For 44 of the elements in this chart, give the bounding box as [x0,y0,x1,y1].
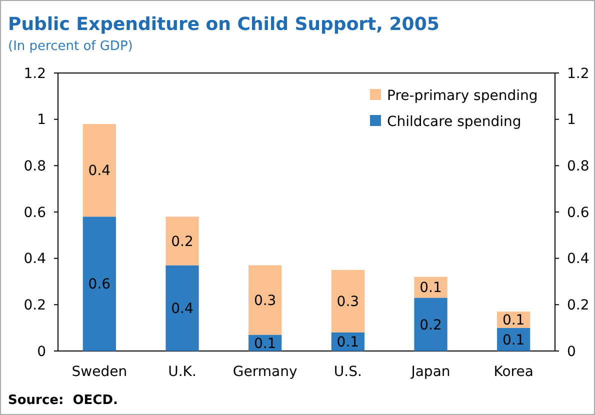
data-label: 0.1 [420,280,442,296]
chart-title: Public Expenditure on Child Support, 2005 [8,14,440,35]
bar [82,124,116,217]
y2-tick-label: 0.4 [567,251,590,268]
data-label: 0.3 [336,294,360,310]
y2-tick-label: 0.6 [567,204,590,221]
data-label: 0.3 [254,292,276,309]
data-label: 0.6 [88,276,111,293]
x-tick-label: U.K. [168,364,196,380]
data-label: 0.1 [336,334,360,351]
y2-tick-label: 0.8 [567,158,590,175]
y2-tick-label: 0 [567,344,576,360]
data-label: 0.2 [420,317,442,334]
data-label: 0.4 [171,301,194,318]
bar [166,216,199,266]
chart-subtitle: (In percent of GDP) [8,39,133,54]
y-tick-label: 0.8 [24,158,46,175]
data-label: 0.4 [88,163,111,180]
data-label: 0.1 [254,336,276,352]
legend-label: Childcare spending [387,114,522,130]
source-note: Source: OECD. [8,393,118,408]
y-tick-label: 1 [37,112,46,128]
y-tick-label: 0.4 [24,251,46,268]
y-tick-label: 0.2 [24,298,46,314]
x-tick-label: Sweden [72,364,128,380]
x-tick-label: U.S. [334,364,362,380]
y-tick-label: 1.2 [24,66,46,82]
bar [414,298,448,351]
bar [166,265,199,351]
x-tick-label: Japan [410,364,450,380]
y2-tick-label: 1.2 [567,66,590,82]
x-tick-label: Korea [494,364,534,380]
y-tick-label: 0.6 [24,204,46,221]
data-label: 0.2 [171,234,194,250]
y2-tick-label: 0.2 [567,298,590,314]
bar [331,270,364,332]
y2-tick-label: 1 [567,112,576,128]
bar [248,265,282,335]
data-label: 0.1 [502,332,525,348]
data-label: 0.1 [502,312,525,329]
bar [82,216,116,351]
legend-label: Pre-primary spending [387,88,538,104]
x-tick-label: Germany [232,364,298,380]
y-tick-label: 0 [37,344,46,360]
